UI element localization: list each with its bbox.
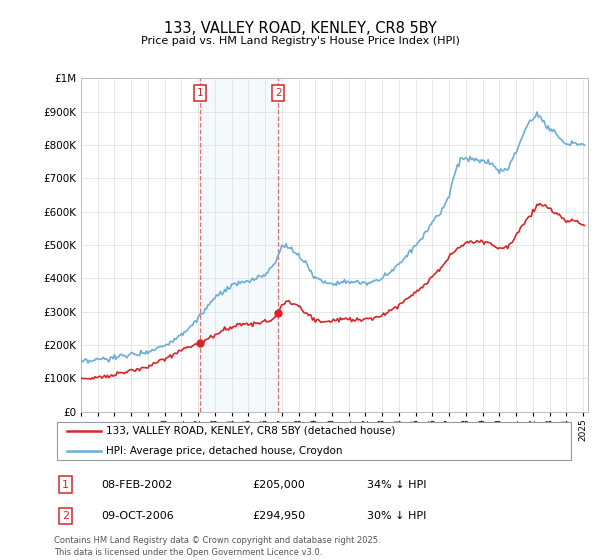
Text: 133, VALLEY ROAD, KENLEY, CR8 5BY: 133, VALLEY ROAD, KENLEY, CR8 5BY — [164, 21, 436, 36]
Bar — [200, 78, 278, 412]
Text: HPI: Average price, detached house, Croydon: HPI: Average price, detached house, Croy… — [106, 446, 343, 456]
Text: 30% ↓ HPI: 30% ↓ HPI — [367, 511, 427, 521]
Text: 34% ↓ HPI: 34% ↓ HPI — [367, 479, 427, 489]
Text: 2: 2 — [62, 511, 69, 521]
Text: Price paid vs. HM Land Registry's House Price Index (HPI): Price paid vs. HM Land Registry's House … — [140, 36, 460, 46]
Text: Contains HM Land Registry data © Crown copyright and database right 2025.
This d: Contains HM Land Registry data © Crown c… — [54, 536, 380, 557]
Text: 133, VALLEY ROAD, KENLEY, CR8 5BY (detached house): 133, VALLEY ROAD, KENLEY, CR8 5BY (detac… — [106, 426, 395, 436]
Text: 08-FEB-2002: 08-FEB-2002 — [101, 479, 172, 489]
Text: £294,950: £294,950 — [253, 511, 305, 521]
FancyBboxPatch shape — [56, 422, 571, 460]
Text: 09-OCT-2006: 09-OCT-2006 — [101, 511, 174, 521]
Text: 1: 1 — [196, 88, 203, 99]
Text: 2: 2 — [275, 88, 281, 99]
Text: £205,000: £205,000 — [253, 479, 305, 489]
Text: 1: 1 — [62, 479, 69, 489]
